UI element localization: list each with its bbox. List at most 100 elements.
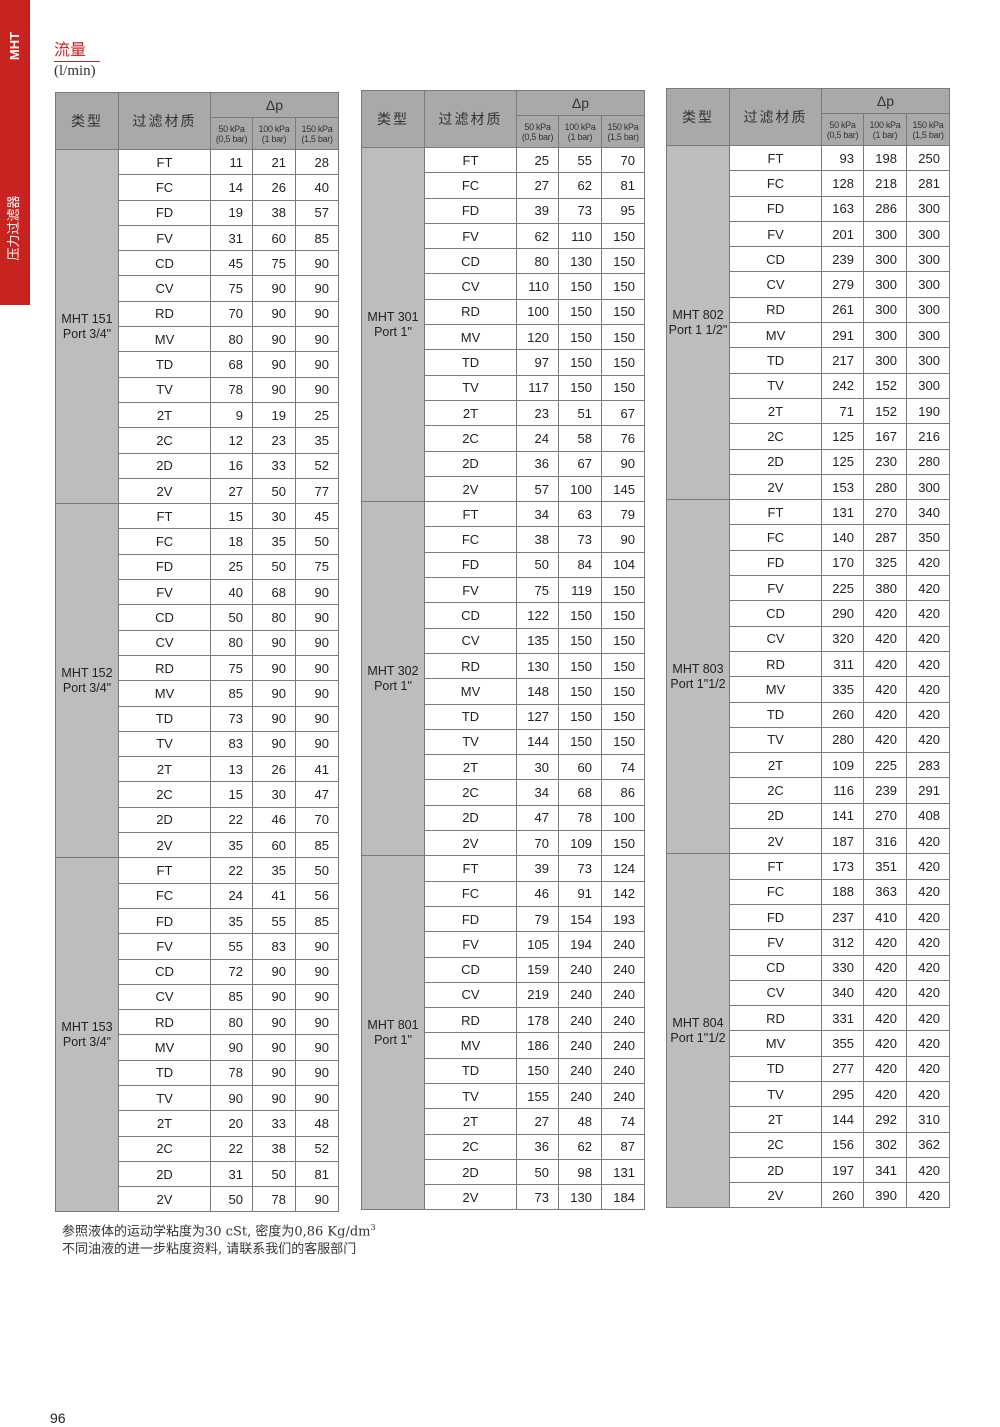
flow-value: 60 [558, 754, 602, 781]
flow-value: 420 [863, 676, 907, 703]
flow-value: 341 [863, 1156, 907, 1184]
flow-value: 150 [601, 602, 645, 629]
flow-value: 128 [821, 170, 864, 197]
material-cell: TV [729, 372, 822, 399]
flow-value: 80 [210, 326, 253, 353]
table-row: 2V 187 316 420 [667, 828, 950, 855]
material-cell: 2C [729, 1131, 822, 1158]
flow-value: 281 [906, 170, 950, 197]
flow-value: 420 [906, 903, 950, 931]
table-row: 2D 50 98 131 [362, 1158, 645, 1186]
flow-value: 187 [821, 828, 864, 855]
model-port: Port 1"1/2 [670, 1030, 726, 1045]
flow-value: 131 [601, 1158, 645, 1186]
flow-value: 20 [210, 1110, 253, 1137]
flow-value: 150 [601, 577, 645, 604]
header-delta-p: Δp [516, 90, 645, 116]
material-cell: TD [729, 1055, 822, 1082]
flow-value: 420 [863, 1030, 907, 1057]
table-row: CV 340 420 420 [667, 979, 950, 1007]
table-row: MHT 302 Port 1" FT 34 63 79 [361, 501, 645, 857]
pressure-bar: (0,5 bar) [215, 133, 248, 144]
heading-title: 流量 [54, 36, 100, 62]
flow-value: 39 [516, 197, 559, 224]
flow-value: 70 [601, 146, 645, 174]
footnote-superscript: 3 [370, 1223, 376, 1232]
table-row: FD 170 325 420 [667, 549, 950, 577]
material-cell: FC [424, 172, 517, 199]
flow-value: 150 [558, 374, 602, 401]
flow-value: 280 [906, 448, 950, 475]
table-row: 2D 36 67 90 [362, 450, 645, 477]
flow-value: 71 [821, 397, 864, 425]
flow-value: 410 [863, 903, 907, 931]
flow-value: 300 [863, 220, 907, 248]
flow-value: 34 [516, 779, 559, 806]
table-row: RD 75 90 90 [56, 654, 339, 682]
material-cell: FT [424, 855, 517, 882]
flow-value: 173 [821, 853, 864, 880]
material-cell: TD [118, 1059, 211, 1086]
flow-value: 150 [601, 324, 645, 351]
flow-value: 420 [863, 929, 907, 956]
flow-value: 150 [601, 273, 645, 300]
flow-value: 40 [295, 174, 339, 201]
flow-value: 57 [295, 199, 339, 226]
flow-value: 75 [295, 553, 339, 581]
flow-value: 150 [601, 298, 645, 326]
material-cell: 2T [424, 1108, 517, 1135]
flow-value: 26 [252, 756, 296, 783]
flow-value: 125 [821, 423, 864, 450]
material-cell: MV [118, 680, 211, 707]
table-row: CV 110 150 150 [362, 273, 645, 300]
flow-value: 300 [906, 372, 950, 399]
flow-value: 90 [295, 275, 339, 302]
flow-value: 237 [821, 903, 864, 931]
material-cell: FV [118, 933, 211, 960]
flow-value: 144 [516, 728, 559, 756]
flow-value: 311 [821, 650, 864, 678]
table-row: FV 62 110 150 [362, 222, 645, 250]
material-cell: 2D [118, 806, 211, 834]
table-row: CV 80 90 90 [56, 629, 339, 656]
header-pressure: 100 kPa (1 bar) [863, 113, 907, 146]
table-row: MV 355 420 420 [667, 1030, 950, 1057]
flow-value: 18 [210, 528, 253, 555]
flow-value: 90 [295, 376, 339, 403]
flow-value: 130 [558, 1184, 602, 1211]
flow-value: 420 [863, 650, 907, 678]
material-cell: FT [424, 146, 517, 174]
flow-value: 420 [906, 726, 950, 754]
pressure-bar: (1 bar) [261, 133, 287, 144]
table-row: 2T 27 48 74 [362, 1108, 645, 1135]
pressure-kpa: 100 kPa [869, 119, 901, 130]
material-cell: 2C [118, 427, 211, 454]
flow-value: 24 [210, 882, 253, 909]
flow-value: 90 [295, 933, 339, 960]
flow-value: 55 [252, 907, 296, 935]
flow-value: 74 [601, 754, 645, 781]
table-row: FD 79 154 193 [362, 905, 645, 933]
flow-value: 225 [821, 575, 864, 602]
flow-value: 90 [295, 1034, 339, 1061]
flow-value: 78 [558, 804, 602, 832]
flow-value: 47 [295, 781, 339, 808]
model-cell: MHT 804 Port 1"1/2 [666, 853, 730, 1209]
pressure-bar: (1 bar) [567, 131, 593, 142]
table-row: MV 120 150 150 [362, 324, 645, 351]
model-name: MHT 153 [61, 1019, 113, 1034]
material-cell: FT [424, 501, 517, 528]
material-cell: CD [424, 602, 517, 629]
flow-value: 331 [821, 1005, 864, 1032]
material-cell: 2T [118, 1110, 211, 1137]
material-cell: CD [729, 600, 822, 627]
flow-value: 225 [863, 752, 907, 779]
flow-value: 270 [863, 802, 907, 830]
flow-value: 159 [516, 956, 559, 983]
flow-value: 15 [210, 503, 253, 530]
table-row: 2D 141 270 408 [667, 802, 950, 830]
flow-value: 87 [601, 1133, 645, 1160]
material-cell: CV [424, 981, 517, 1009]
flow-value: 335 [821, 676, 864, 703]
table-row: RD 178 240 240 [362, 1007, 645, 1034]
